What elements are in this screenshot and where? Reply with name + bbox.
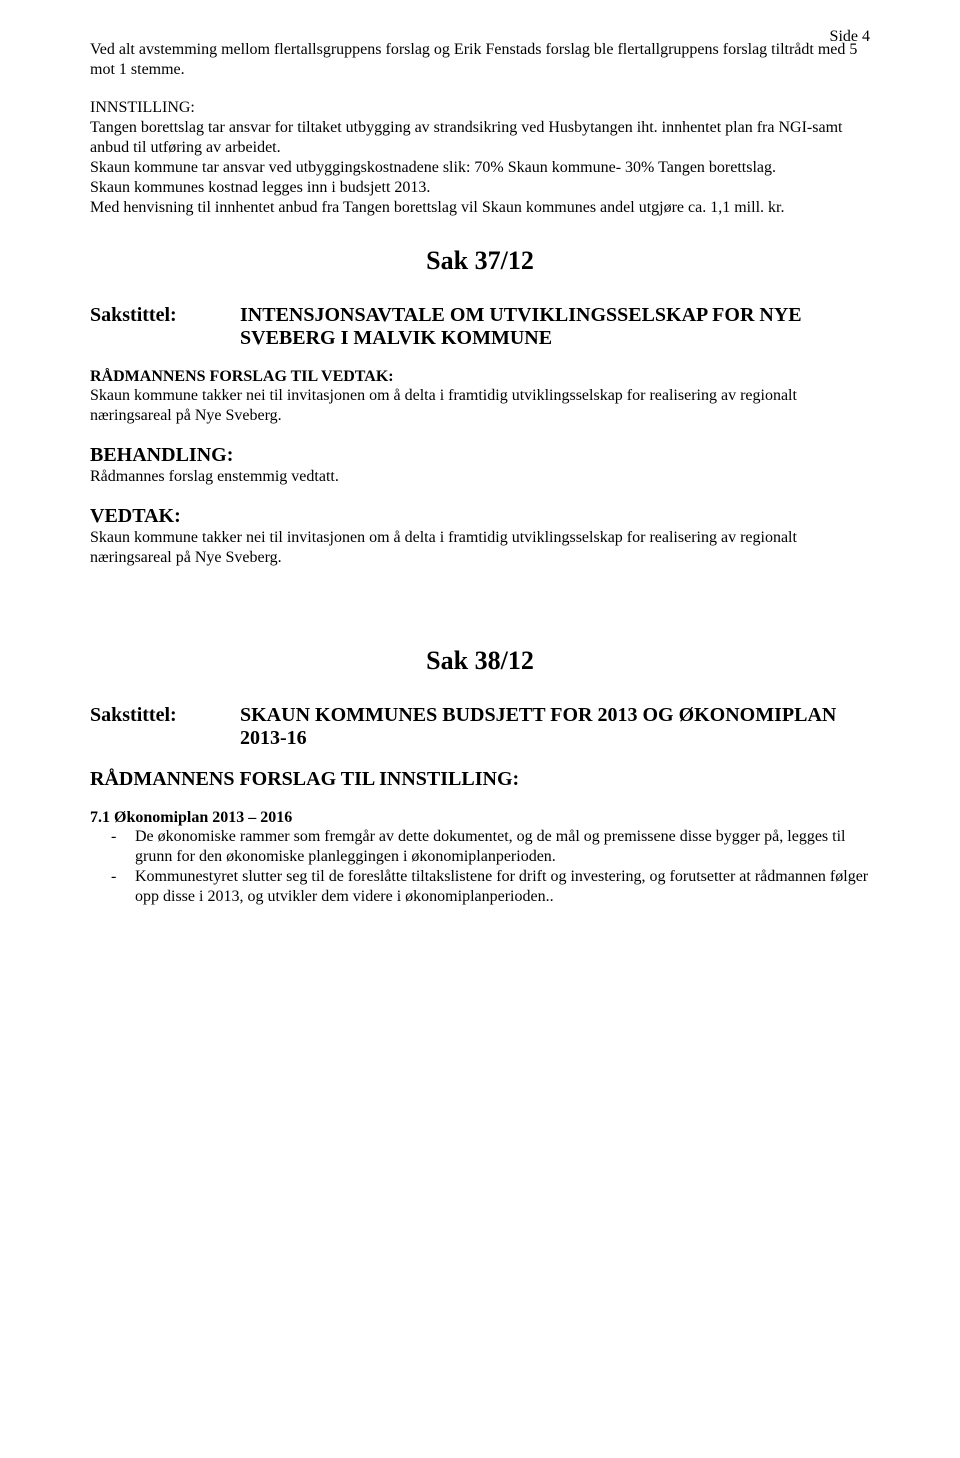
sak37-behandling-label: BEHANDLING:: [90, 444, 870, 467]
innstilling-p1: Tangen borettslag tar ansvar for tiltake…: [90, 118, 870, 158]
document-page: Side 4 Ved alt avstemming mellom flertal…: [0, 0, 960, 1458]
sak37-title-row: Sakstittel: INTENSJONSAVTALE OM UTVIKLIN…: [90, 304, 870, 350]
list-item: Kommunestyret slutter seg til de foreslå…: [90, 867, 870, 907]
sak37-sakstittel-value: INTENSJONSAVTALE OM UTVIKLINGSSELSKAP FO…: [240, 304, 870, 350]
sak37-radmannens-label: RÅDMANNENS FORSLAG TIL VEDTAK:: [90, 368, 870, 386]
innstilling-p2: Skaun kommune tar ansvar ved utbyggingsk…: [90, 158, 870, 178]
list-item: De økonomiske rammer som fremgår av dett…: [90, 827, 870, 867]
sak38-sakstittel-value: SKAUN KOMMUNES BUDSJETT FOR 2013 OG ØKON…: [240, 704, 870, 750]
sak37-vedtak-text: Skaun kommune takker nei til invitasjone…: [90, 528, 870, 568]
intro-paragraph: Ved alt avstemming mellom flertallsgrupp…: [90, 40, 870, 80]
sak38-sakstittel-label: Sakstittel:: [90, 704, 240, 750]
sak38-heading: Sak 38/12: [90, 646, 870, 676]
sak37-heading: Sak 37/12: [90, 246, 870, 276]
sak38-bullet-list: De økonomiske rammer som fremgår av dett…: [90, 827, 870, 907]
sak38-radmannens-label: RÅDMANNENS FORSLAG TIL INNSTILLING:: [90, 768, 870, 791]
innstilling-p3: Skaun kommunes kostnad legges inn i buds…: [90, 178, 870, 198]
sak38-title-row: Sakstittel: SKAUN KOMMUNES BUDSJETT FOR …: [90, 704, 870, 750]
sak37-vedtak-label: VEDTAK:: [90, 505, 870, 528]
sak37-sakstittel-label: Sakstittel:: [90, 304, 240, 350]
innstilling-p4: Med henvisning til innhentet anbud fra T…: [90, 198, 870, 218]
page-number: Side 4: [830, 28, 870, 46]
sak37-behandling-text: Rådmannes forslag enstemmig vedtatt.: [90, 467, 870, 487]
sak37-radmannens-text: Skaun kommune takker nei til invitasjone…: [90, 386, 870, 426]
sak38-subheading: 7.1 Økonomiplan 2013 – 2016: [90, 809, 870, 827]
innstilling-label: INNSTILLING:: [90, 98, 870, 118]
